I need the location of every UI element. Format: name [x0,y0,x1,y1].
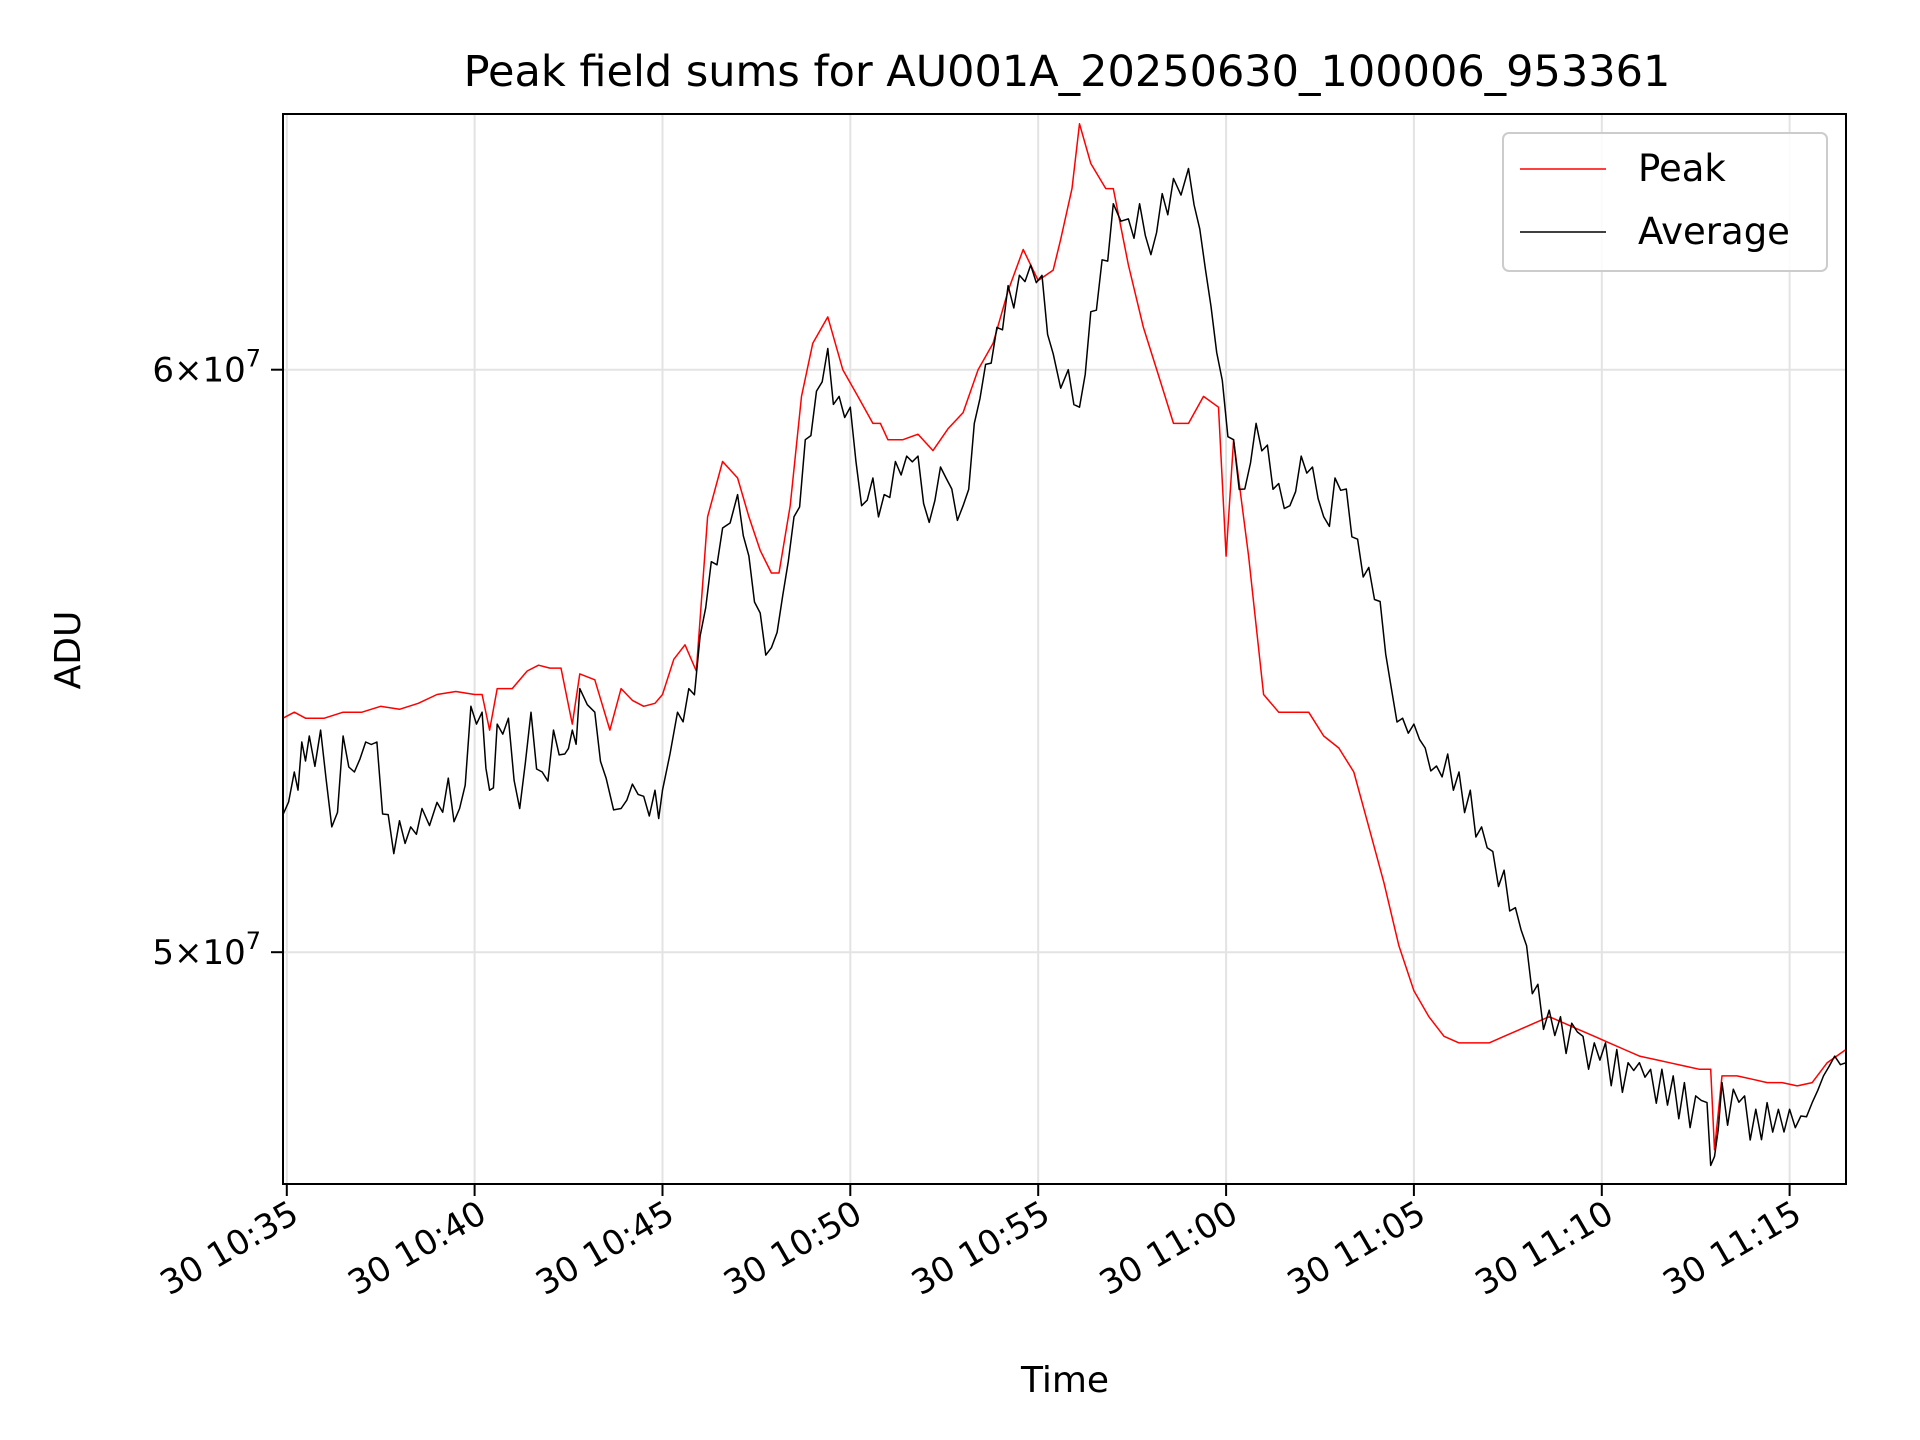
legend-label-peak: Peak [1638,147,1726,190]
y-tick-label: 6×107 [152,345,261,391]
y-axis-label: ADU [48,611,89,690]
series-group [282,123,1847,1167]
series-line-peak [282,123,1847,1151]
legend-box [1502,132,1828,272]
grid [283,114,1846,1184]
plot-frame [282,113,1847,1185]
chart-title: Peak field sums for AU001A_20250630_1000… [464,47,1671,97]
series-line-average [282,167,1847,1167]
legend-label-average: Average [1638,210,1790,253]
x-axis-label: Time [1020,1360,1109,1401]
y-tick-label: 5×107 [152,927,261,973]
legend: Peak Average [1502,132,1828,272]
